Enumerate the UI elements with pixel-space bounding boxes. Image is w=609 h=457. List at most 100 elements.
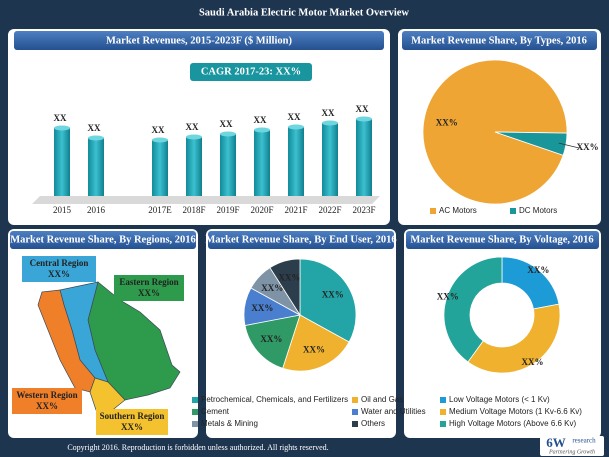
bar-top bbox=[54, 125, 70, 131]
legend-swatch bbox=[192, 397, 198, 403]
value-label: XX% bbox=[577, 142, 599, 152]
value-label: XX% bbox=[322, 290, 344, 300]
cagr-label: CAGR 2017-23: XX% bbox=[201, 66, 301, 77]
legend-label: Water and Utilities bbox=[361, 407, 426, 416]
x-tick-label: 2017E bbox=[148, 205, 172, 215]
legend-swatch bbox=[192, 421, 198, 427]
bar bbox=[288, 127, 304, 196]
legend-label: Medium Voltage Motors (1 Kv-6.6 Kv) bbox=[449, 407, 582, 416]
slice bbox=[282, 314, 350, 372]
slice bbox=[467, 303, 561, 374]
slice bbox=[494, 131, 568, 156]
x-tick-label: 2018F bbox=[182, 205, 205, 215]
cagr-box bbox=[190, 63, 312, 81]
legend-swatch bbox=[430, 208, 436, 214]
bar bbox=[186, 137, 202, 196]
value-label: XX% bbox=[436, 118, 458, 128]
value-label: XX bbox=[186, 122, 199, 132]
region-value: XX% bbox=[121, 422, 143, 432]
legend-swatch bbox=[352, 421, 358, 427]
legend-swatch bbox=[352, 397, 358, 403]
value-label: XX% bbox=[260, 334, 282, 344]
legend-label: Oil and Gas bbox=[361, 395, 403, 404]
slice bbox=[299, 258, 357, 343]
value-label: XX% bbox=[251, 303, 273, 313]
bar bbox=[356, 119, 372, 196]
x-tick-label: 2015 bbox=[53, 205, 72, 215]
value-label: XX bbox=[54, 113, 67, 123]
bar bbox=[254, 130, 270, 196]
region-value: XX% bbox=[36, 401, 58, 411]
value-label: XX bbox=[220, 119, 233, 129]
legend-label: AC Motors bbox=[439, 206, 477, 215]
x-tick-label: 2022F bbox=[318, 205, 341, 215]
tagline: Partnering Growth bbox=[548, 449, 595, 455]
panel-title: Market Revenue Share, By End User, 2016 bbox=[205, 234, 396, 245]
bar-top bbox=[186, 134, 202, 140]
x-tick-label: 2020F bbox=[250, 205, 273, 215]
bar-top bbox=[322, 120, 338, 126]
legend-label: DC Motors bbox=[519, 206, 557, 215]
legend-label: Others bbox=[361, 419, 385, 428]
logo-box bbox=[540, 436, 604, 456]
value-label: XX bbox=[152, 125, 165, 135]
legend-swatch bbox=[352, 409, 358, 415]
value-label: XX% bbox=[278, 272, 300, 282]
bar-top bbox=[254, 127, 270, 133]
leader-line bbox=[558, 142, 580, 149]
legend-label: Metals & Mining bbox=[201, 419, 258, 428]
legend-swatch bbox=[192, 409, 198, 415]
region-value: XX% bbox=[48, 269, 70, 279]
copyright: Copyright 2016. Reproduction is forbidde… bbox=[67, 443, 328, 452]
logo-sub: research bbox=[572, 437, 596, 445]
x-tick-label: 2016 bbox=[87, 205, 106, 215]
x-tick-label: 2019F bbox=[216, 205, 239, 215]
bar bbox=[152, 140, 168, 196]
region-labels bbox=[12, 256, 184, 435]
value-label: XX bbox=[88, 123, 101, 133]
bar bbox=[88, 138, 104, 196]
bar bbox=[322, 123, 338, 196]
value-label: XX% bbox=[527, 265, 549, 275]
bar bbox=[54, 128, 70, 196]
x-tick-label: 2023F bbox=[352, 205, 375, 215]
legend-label: Cement bbox=[201, 407, 230, 416]
logo: 6W bbox=[546, 435, 566, 450]
legend-swatch bbox=[440, 421, 446, 427]
bar bbox=[220, 134, 236, 196]
legend-label: Low Voltage Motors (< 1 Kv) bbox=[449, 395, 550, 404]
panel-headers bbox=[10, 31, 599, 249]
slice bbox=[443, 256, 503, 363]
legend-swatch bbox=[440, 397, 446, 403]
value-label: XX% bbox=[303, 344, 325, 354]
value-label: XX% bbox=[437, 291, 459, 301]
region-name: Western Region bbox=[16, 390, 77, 400]
bar-top bbox=[288, 124, 304, 130]
value-label: XX bbox=[288, 112, 301, 122]
bar-top bbox=[152, 137, 168, 143]
legend-label: Petrochemical, Chemicals, and Fertilizer… bbox=[201, 395, 348, 404]
saudi-map bbox=[37, 281, 181, 413]
bar-top bbox=[88, 135, 104, 141]
legend-swatch bbox=[510, 208, 516, 214]
value-label: XX% bbox=[261, 283, 283, 293]
page-title: Saudi Arabia Electric Motor Market Overv… bbox=[199, 7, 409, 18]
region-name: Southern Region bbox=[100, 411, 165, 421]
panel-title: Market Revenue Share, By Types, 2016 bbox=[411, 35, 587, 46]
panel-title: Market Revenue Share, By Voltage, 2016 bbox=[410, 234, 593, 245]
region-name: Eastern Region bbox=[119, 277, 178, 287]
x-tick-label: 2021F bbox=[284, 205, 307, 215]
region-name: Central Region bbox=[30, 258, 89, 268]
value-label: XX bbox=[254, 115, 267, 125]
region-value: XX% bbox=[138, 288, 160, 298]
panel-title: Market Revenue Share, By Regions, 2016 bbox=[10, 234, 196, 245]
bar-top bbox=[220, 131, 236, 137]
panel-title: Market Revenues, 2015-2023F ($ Million) bbox=[106, 35, 292, 46]
value-label: XX bbox=[322, 108, 335, 118]
legend-swatch bbox=[440, 409, 446, 415]
slice bbox=[269, 258, 301, 317]
value-label: XX% bbox=[522, 357, 544, 367]
bar-top bbox=[356, 116, 372, 122]
value-label: XX bbox=[356, 104, 369, 114]
